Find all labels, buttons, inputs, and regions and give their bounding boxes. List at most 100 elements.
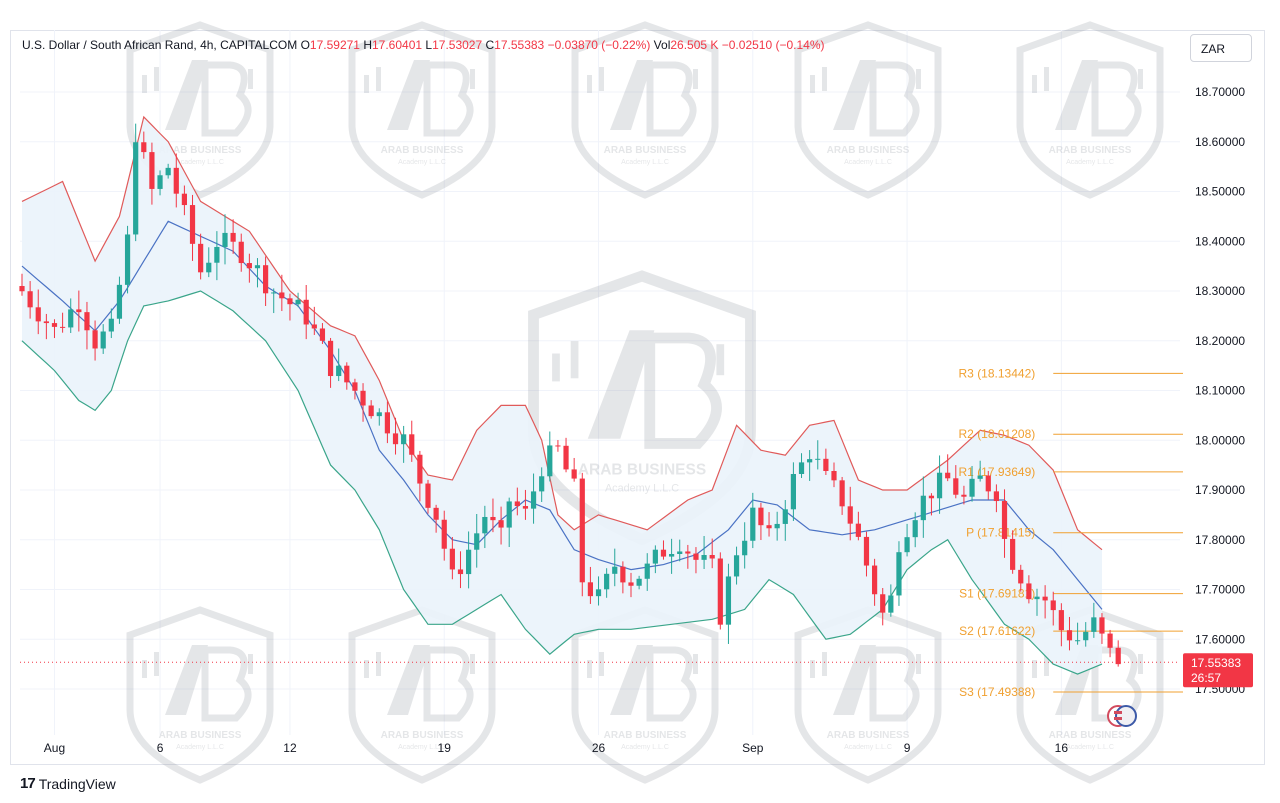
time-axis[interactable]: Aug 6 12 19 26 Sep 9 16 [44,741,1069,755]
time-tick-label: 6 [157,741,164,755]
candle-body [823,458,829,471]
candle-body [985,475,991,492]
shield-letter-b [869,646,920,722]
candle-body [547,445,553,477]
price-axis[interactable]: 18.70000 18.60000 18.50000 18.40000 18.30000… [1195,85,1245,696]
shield-candle [376,67,381,91]
pivot-levels: R3 (18.13442) R2 (18.01208) R1 (17.93649) P… [959,366,1183,699]
candle-body [888,595,894,613]
candle-body [1099,617,1105,634]
price-tick-label: 18.40000 [1195,234,1245,248]
pivot-label: P (17.81415) [966,526,1035,540]
watermark-shield-icon: ARAB BUSINESS Academy L.L.C [126,606,274,784]
candle-body [977,475,983,479]
candle-body [384,412,390,434]
shield-letter-a [165,60,208,130]
time-tick-label: Aug [44,741,65,755]
candle-body [1075,640,1081,642]
candle-body [474,533,480,550]
price-tick-label: 18.70000 [1195,85,1245,99]
symbol-title[interactable]: U.S. Dollar / South African Rand, 4h, CA… [22,38,298,52]
candle-body [1083,631,1089,641]
candle-body [60,326,66,328]
watermark-subtitle: Academy L.L.C [398,744,446,751]
low-label: L [425,38,433,52]
candle-body [1010,538,1016,570]
candle-body [595,589,602,597]
candle-body [579,478,585,583]
flag-icon[interactable] [1107,705,1137,727]
shield-outline [348,606,496,784]
candle-body [1042,596,1048,601]
last-price-value: 17.55383 [1191,656,1241,670]
candle-body [425,483,431,508]
candle-body [636,578,642,586]
watermark-subtitle: Academy L.L.C [621,159,669,166]
candle-body [92,330,98,349]
shield-candle [570,341,579,379]
candle-body [750,507,756,541]
candle-body [880,594,886,613]
candle-body [149,152,155,189]
shield-letter-a [587,330,655,439]
candle-body [108,318,114,332]
shield-candle [376,652,381,676]
shield-candle [142,660,147,678]
tradingview-footer[interactable]: 17 TradingView [20,775,116,792]
candle-body [100,331,106,349]
watermark-subtitle: Academy L.L.C [605,482,679,494]
candle-body [1107,633,1113,648]
candle-body [311,324,317,329]
shield-letter-a [833,645,876,715]
shield-candle [552,353,560,382]
watermark-subtitle: Academy L.L.C [398,159,446,166]
candle-body [1001,501,1008,539]
time-tick-label: 12 [283,741,297,755]
candle-body [693,553,699,560]
pivot-label: S1 (17.69181) [959,587,1035,601]
candle-body [872,565,878,595]
candle-body [514,501,520,507]
candle-body [344,365,350,383]
candle-body [392,433,399,445]
pivot-label: R2 (18.01208) [959,427,1036,441]
high-label: H [363,38,372,52]
candle-body [157,175,163,189]
candle-body [920,495,926,521]
watermark-subtitle: Academy L.L.C [844,744,892,751]
tradingview-logo-icon: 17 [20,775,36,792]
candle-body [555,445,561,447]
candle-body [628,582,634,586]
shield-candle [154,67,159,91]
shield-outline [126,606,274,784]
watermark-shield-icon: ARAB BUSINESS Academy L.L.C [1016,21,1164,199]
candle-body [124,234,131,285]
candle-body [620,566,626,583]
candle-body [336,365,342,377]
watermark-subtitle: Academy L.L.C [844,159,892,166]
candle-body [847,506,853,524]
shield-letter-a [1055,60,1098,130]
shield-candle [248,69,253,89]
candle-body [774,523,780,529]
shield-outline [1016,606,1164,784]
candle-body [482,516,488,534]
upper-band-line [21,115,1103,551]
candle-body [863,536,870,566]
watermark-title: ARAB BUSINESS [578,461,706,478]
shield-candle [364,660,369,678]
candle-body [725,576,732,625]
candle-body [685,551,691,554]
watermark-title: ARAB BUSINESS [381,145,464,156]
watermark-title: ARAB BUSINESS [827,730,910,741]
candle-body [141,142,147,153]
candle-body [352,382,358,391]
candle-body [644,563,650,579]
shield-candle [470,69,475,89]
shield-letter-a [387,645,430,715]
candle-body [928,495,935,499]
watermark-title: ARAB BUSINESS [381,730,464,741]
shield-candle [916,654,921,674]
currency-selector[interactable]: ZAR [1190,34,1252,62]
